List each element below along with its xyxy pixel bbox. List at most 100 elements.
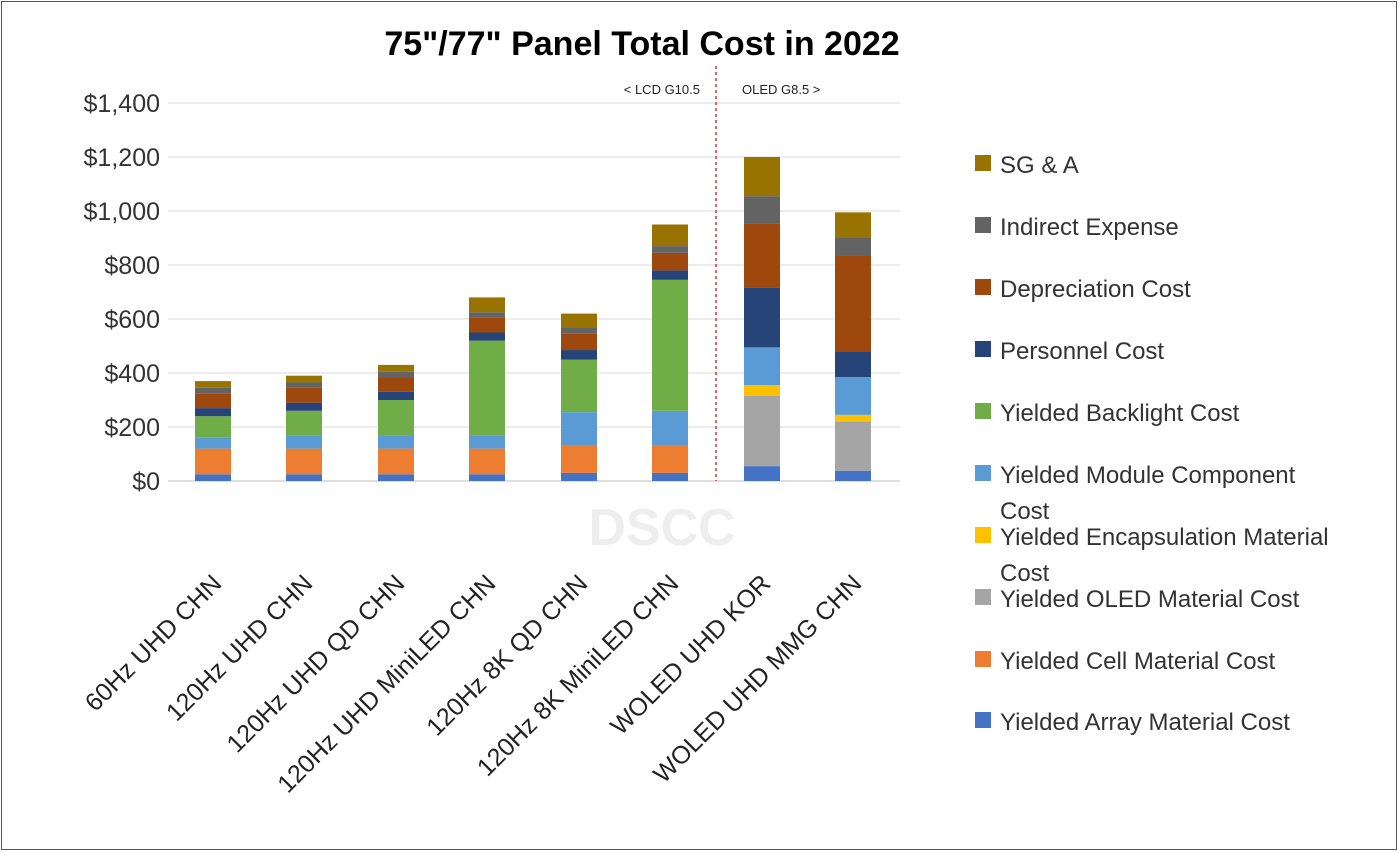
bar-segment bbox=[561, 313, 597, 328]
bar-segment bbox=[835, 377, 871, 415]
bar-segment bbox=[378, 391, 414, 400]
bar-segment bbox=[286, 382, 322, 388]
legend-label: Yielded OLED Material Cost bbox=[1000, 586, 1300, 613]
y-tick-label: $1,000 bbox=[84, 198, 160, 226]
legend-swatch bbox=[975, 155, 991, 171]
bar-segment bbox=[744, 157, 780, 197]
bar-stack bbox=[744, 157, 780, 481]
legend-swatch bbox=[975, 217, 991, 233]
bar-stack bbox=[378, 364, 414, 481]
y-tick-label: $1,400 bbox=[84, 90, 160, 118]
bar-stack bbox=[286, 375, 322, 481]
bar-segment bbox=[561, 412, 597, 446]
bar-stack bbox=[561, 313, 597, 481]
bar-segment bbox=[378, 371, 414, 378]
gridlines bbox=[168, 102, 900, 482]
bar-segment bbox=[561, 327, 597, 334]
y-tick-label: $1,200 bbox=[84, 144, 160, 172]
bar-stack bbox=[652, 224, 688, 481]
bar-segment bbox=[378, 474, 414, 481]
legend-label: SG & A bbox=[1000, 152, 1079, 179]
y-tick-label: $200 bbox=[104, 414, 160, 442]
legend-swatch bbox=[975, 651, 991, 667]
bar-segment bbox=[652, 224, 688, 247]
bar-segment bbox=[652, 472, 688, 481]
bar-segment bbox=[378, 364, 414, 372]
bar-segment bbox=[195, 437, 231, 449]
bar-segment bbox=[195, 448, 231, 475]
bar-segment bbox=[652, 270, 688, 280]
legend-item: Yielded OLED Material Cost bbox=[975, 586, 1300, 613]
bar-segment bbox=[561, 359, 597, 413]
bar-segment bbox=[286, 402, 322, 411]
bar-segment bbox=[835, 238, 871, 256]
legend-label: Indirect Expense bbox=[1000, 214, 1179, 241]
legend-item: Yielded Encapsulation Material Cost bbox=[975, 524, 1329, 587]
legend-label: Yielded Cell Material Cost bbox=[1000, 648, 1276, 675]
bar-segment bbox=[744, 287, 780, 348]
bar-segment bbox=[652, 252, 688, 271]
bar-segment bbox=[195, 381, 231, 388]
bar-segment bbox=[744, 395, 780, 467]
bar-stack bbox=[195, 381, 231, 481]
bar-segment bbox=[469, 448, 505, 475]
legend-swatch bbox=[975, 341, 991, 357]
legend-label: Yielded Module Component Cost bbox=[1000, 462, 1296, 525]
watermark: DSCC bbox=[588, 499, 735, 557]
bar-segment bbox=[195, 474, 231, 481]
y-tick-label: $400 bbox=[104, 360, 160, 388]
legend-swatch bbox=[975, 465, 991, 481]
y-tick-label: $600 bbox=[104, 306, 160, 334]
region-label-lcd: < LCD G10.5 bbox=[624, 82, 700, 97]
legend-label: Yielded Encapsulation Material Cost bbox=[1000, 524, 1329, 587]
legend-swatch bbox=[975, 712, 991, 728]
legend-item: SG & A bbox=[975, 152, 1079, 179]
legend-item: Yielded Module Component Cost bbox=[975, 462, 1296, 525]
region-label-oled: OLED G8.5 > bbox=[742, 82, 820, 97]
legend-label: Yielded Array Material Cost bbox=[1000, 709, 1290, 736]
bar-segment bbox=[469, 317, 505, 333]
bar-segment bbox=[744, 347, 780, 386]
legend-item: Personnel Cost bbox=[975, 338, 1164, 365]
legend-label: Yielded Backlight Cost bbox=[1000, 400, 1240, 427]
bar-segment bbox=[286, 375, 322, 383]
bar-segment bbox=[744, 466, 780, 481]
bar-segment bbox=[561, 445, 597, 473]
bars bbox=[195, 157, 871, 481]
legend-item: Yielded Array Material Cost bbox=[975, 709, 1290, 736]
legend-swatch bbox=[975, 279, 991, 295]
bar-segment bbox=[835, 470, 871, 481]
bar-segment bbox=[561, 333, 597, 351]
legend-item: Yielded Cell Material Cost bbox=[975, 648, 1276, 675]
bar-segment bbox=[835, 212, 871, 238]
bar-segment bbox=[744, 385, 780, 396]
legend-item: Yielded Backlight Cost bbox=[975, 400, 1240, 427]
bar-segment bbox=[286, 435, 322, 449]
bar-segment bbox=[378, 400, 414, 436]
bar-segment bbox=[286, 387, 322, 403]
bar-segment bbox=[286, 448, 322, 475]
bar-segment bbox=[469, 474, 505, 481]
bar-segment bbox=[378, 448, 414, 475]
bar-segment bbox=[469, 435, 505, 449]
bar-segment bbox=[835, 255, 871, 352]
legend-swatch bbox=[975, 527, 991, 543]
bar-segment bbox=[378, 377, 414, 392]
bar-segment bbox=[561, 350, 597, 360]
x-tick-label: 120Hz UHD QD CHN bbox=[221, 569, 410, 758]
bar-segment bbox=[835, 414, 871, 422]
bar-segment bbox=[286, 410, 322, 436]
bar-segment bbox=[835, 351, 871, 378]
bar-segment bbox=[652, 246, 688, 253]
legend-swatch bbox=[975, 403, 991, 419]
bar-segment bbox=[195, 416, 231, 438]
bar-segment bbox=[469, 340, 505, 436]
bar-stack bbox=[835, 212, 871, 481]
y-axis: $0 $200 $400 $600 $800 $1,000 $1,200 $1,400 bbox=[84, 90, 160, 496]
bar-segment bbox=[286, 474, 322, 481]
x-tick-label: WOLED UHD KOR bbox=[605, 569, 776, 740]
bar-segment bbox=[561, 472, 597, 481]
bar-segment bbox=[744, 223, 780, 288]
